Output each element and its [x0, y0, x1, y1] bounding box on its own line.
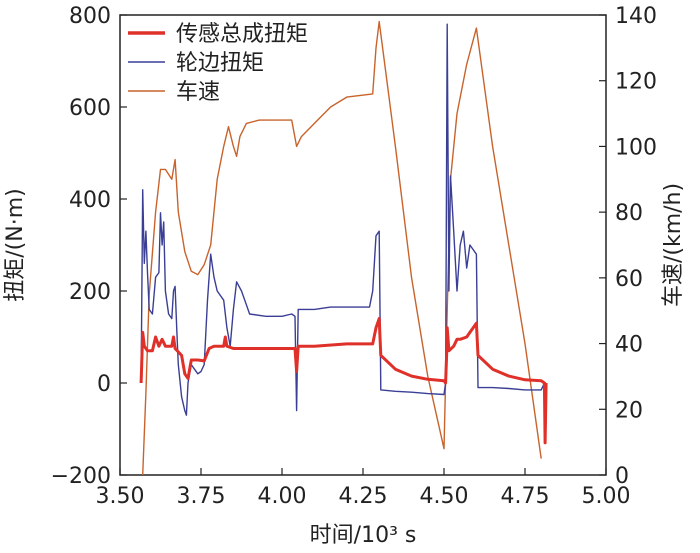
y-right-tick-label: 100: [615, 135, 657, 160]
y-axis-left-title: 扭矩/(N·m): [3, 188, 28, 301]
x-tick-label: 4.50: [420, 484, 469, 509]
y-left-tick-label: 600: [69, 96, 111, 121]
y-right-tick-label: 140: [615, 4, 657, 29]
x-axis-title: 时间/10³ s: [310, 523, 417, 548]
legend: 传感总成扭矩 轮边扭矩 车速: [128, 22, 308, 105]
legend-label-wheel: 轮边扭矩: [176, 51, 264, 76]
y-right-tick-label: 120: [615, 70, 657, 95]
y-right-tick-label: 0: [615, 464, 629, 489]
y-right-tick-label: 40: [615, 333, 643, 358]
x-tick-label: 5.00: [582, 484, 631, 509]
y-axis-right-title: 车速/(km/h): [661, 183, 686, 307]
series-layer: [139, 20, 548, 476]
y-left-tick-label: 0: [97, 372, 111, 397]
legend-label-sensor: 传感总成扭矩: [176, 22, 308, 47]
x-tick-label: 4.00: [258, 484, 307, 509]
x-tick-label: 3.50: [96, 484, 145, 509]
x-tick-label: 3.75: [177, 484, 226, 509]
y-left-tick-label: 400: [69, 188, 111, 213]
y-left-tick-label: 200: [69, 280, 111, 305]
series-line-wheel: [140, 23, 547, 416]
ticks-layer: 3.50 3.75 4.00 4.25 4.50 4.75 5.00−20002004006…: [51, 4, 657, 509]
y-left-tick-label: −200: [51, 464, 111, 489]
y-right-tick-label: 80: [615, 201, 643, 226]
x-tick-label: 4.25: [339, 484, 388, 509]
y-left-tick-label: 800: [69, 4, 111, 29]
series-line-sensor: [139, 317, 548, 445]
y-right-tick-label: 20: [615, 398, 643, 423]
legend-label-speed: 车速: [176, 80, 220, 105]
x-tick-label: 4.75: [501, 484, 550, 509]
y-right-tick-label: 60: [615, 267, 643, 292]
